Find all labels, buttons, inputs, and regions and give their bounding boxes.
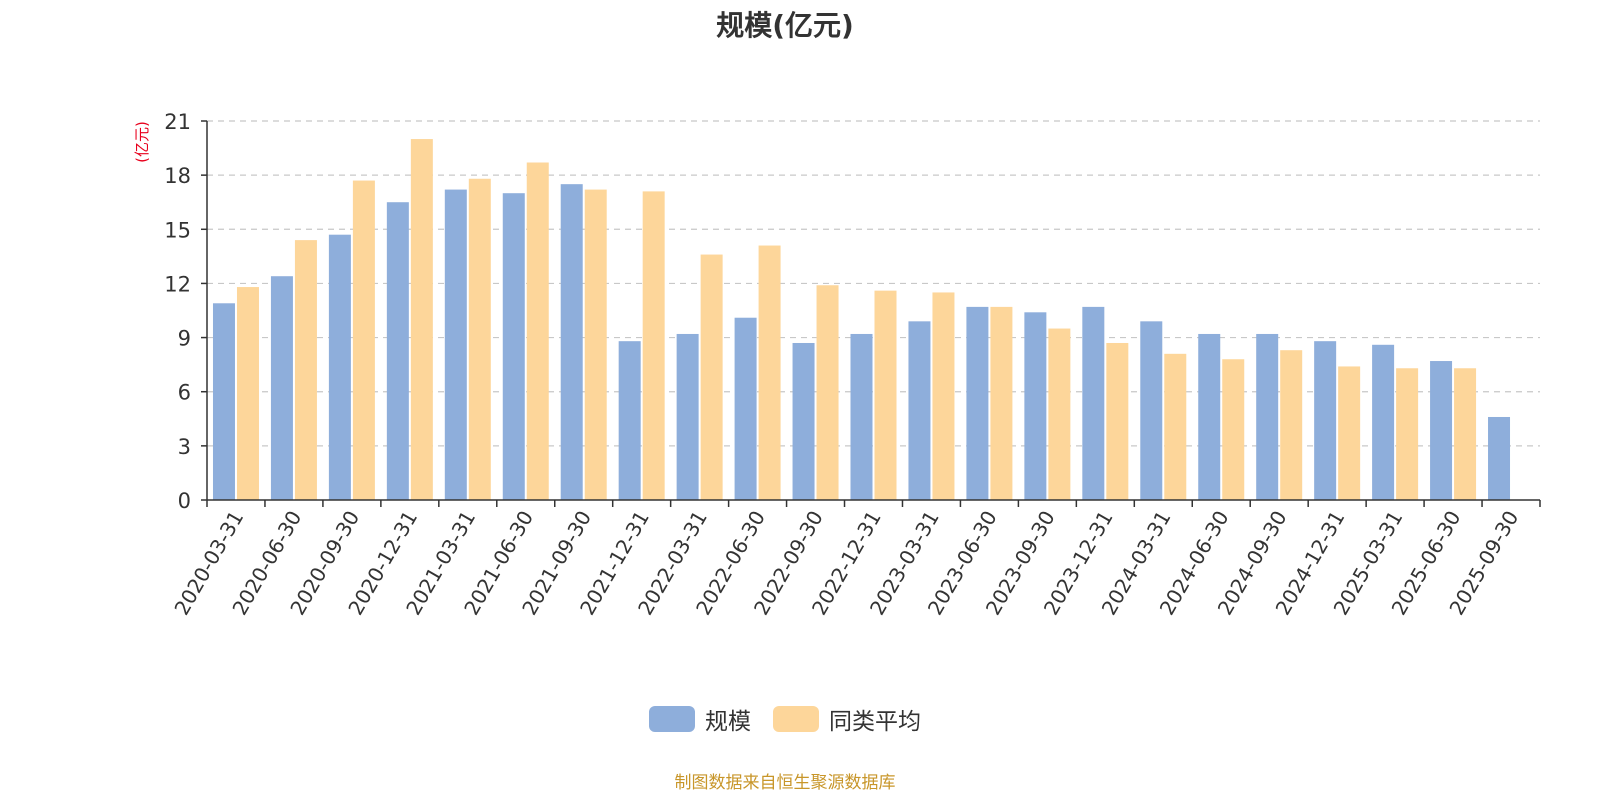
bar-scale [1256,333,1279,500]
y-axis-title: (亿元) [133,121,151,163]
bar-peer-average [1338,366,1361,500]
y-tick-label: 15 [164,218,191,242]
y-tick-label: 3 [178,435,191,459]
bar-peer-average [410,139,433,501]
bar-peer-average [816,285,839,500]
y-tick-label: 18 [164,164,191,188]
bar-scale [1082,306,1105,500]
bar-scale [676,333,699,500]
legend-item-scale[interactable]: 规模 [649,702,751,736]
bar-peer-average [874,290,897,500]
bar-scale [966,306,989,500]
bar-scale [270,276,293,500]
bar-peer-average [700,254,723,500]
bar-peer-average [1048,328,1071,500]
bars [212,139,1511,501]
source-note: 制图数据来自恒生聚源数据库 [674,773,896,793]
bar-peer-average [642,191,665,500]
legend-item-peer-average[interactable]: 同类平均 [773,702,921,736]
bar-scale [734,317,757,500]
legend-swatch-scale [649,706,695,732]
bar-scale [1430,361,1453,500]
legend-label-peer-average: 同类平均 [829,709,921,735]
bar-scale [1488,416,1511,500]
bar-peer-average [352,180,375,501]
y-tick-label: 0 [178,489,191,513]
bar-scale [792,342,815,500]
bar-peer-average [1106,342,1129,500]
bar-scale [502,193,525,500]
bar-peer-average [468,178,491,500]
bar-peer-average [236,287,259,500]
legend: 规模 同类平均 [0,702,1570,736]
bar-peer-average [294,240,317,500]
bar-scale [1314,341,1337,500]
bar-scale [1372,344,1395,500]
bar-peer-average [1164,353,1187,500]
bar-scale [212,303,235,500]
bar-peer-average [1280,350,1303,500]
bar-peer-average [990,306,1013,500]
y-tick-label: 12 [164,272,191,296]
bar-peer-average [758,245,781,500]
bar-scale [908,321,931,500]
bar-scale [850,333,873,500]
legend-swatch-peer-average [773,706,819,732]
bar-peer-average [526,162,549,500]
bar-scale [1198,333,1221,500]
bar-scale [560,184,583,500]
bar-peer-average [1396,368,1419,500]
y-tick-label: 9 [178,327,191,351]
bar-scale [618,341,641,500]
bar-peer-average [584,189,607,501]
legend-label-scale: 规模 [705,709,751,735]
chart-title: 规模(亿元) [716,9,854,42]
bar-scale [328,234,351,500]
bar-peer-average [932,292,955,500]
bar-scale [386,202,409,500]
bar-peer-average [1454,368,1477,500]
bar-scale [444,189,467,501]
y-tick-label: 6 [178,381,191,405]
bar-scale [1140,321,1163,500]
y-tick-label: 21 [164,110,191,134]
bar-scale [1024,312,1047,500]
bar-peer-average [1222,359,1245,500]
